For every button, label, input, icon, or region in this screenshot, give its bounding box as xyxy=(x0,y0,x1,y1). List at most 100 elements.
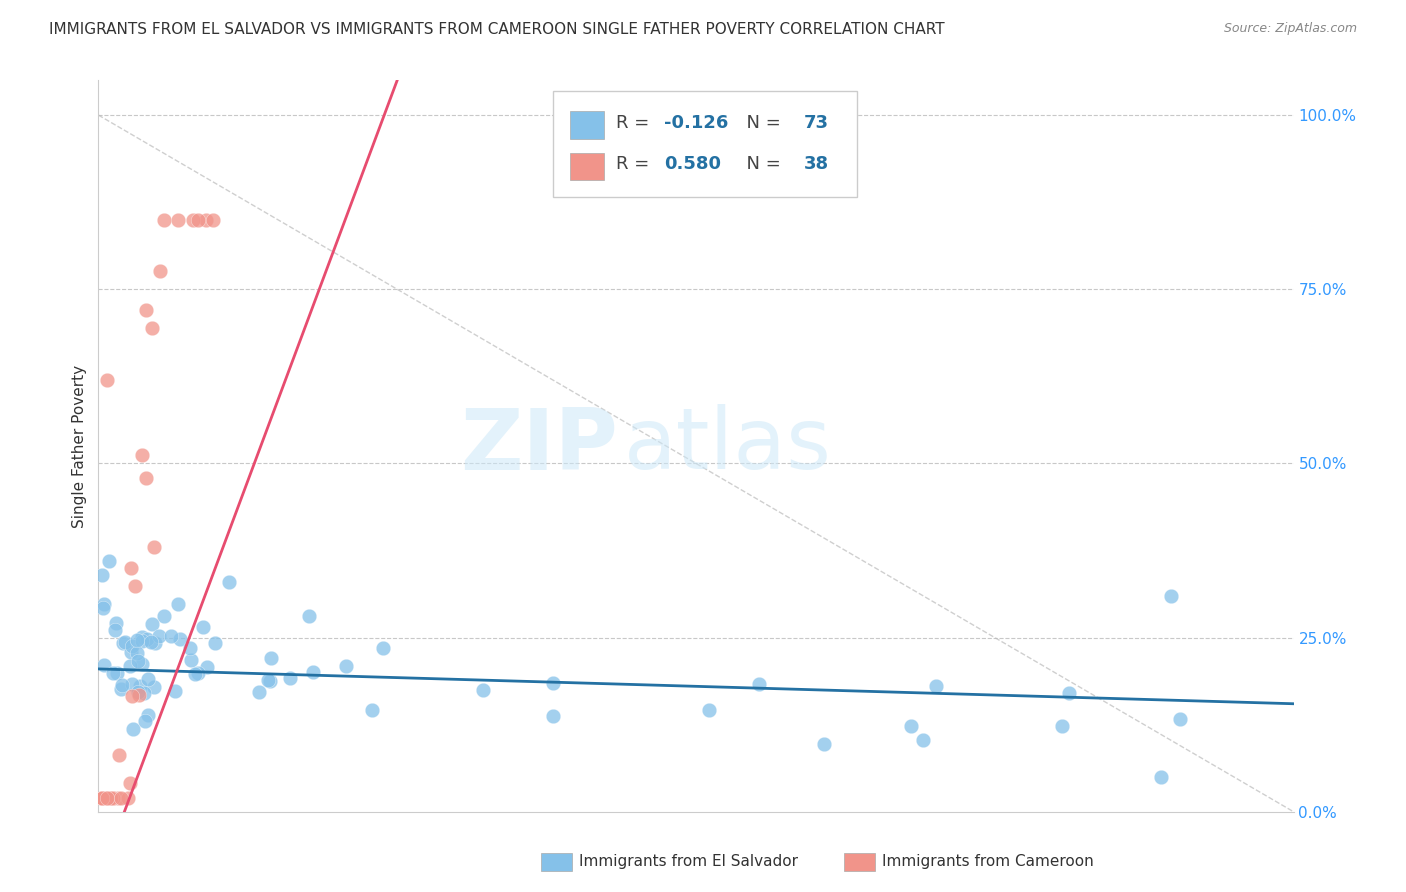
Point xyxy=(96,790,118,805)
Text: Immigrants from El Salvador: Immigrants from El Salvador xyxy=(579,855,799,869)
Point xyxy=(202,212,225,227)
Point xyxy=(118,659,141,673)
Point xyxy=(218,574,240,589)
Point xyxy=(91,601,114,615)
Point xyxy=(1052,719,1074,733)
Text: R =: R = xyxy=(616,155,655,173)
Point xyxy=(121,639,143,653)
Point xyxy=(110,790,132,805)
Text: atlas: atlas xyxy=(624,404,832,488)
Point xyxy=(131,448,153,462)
Point xyxy=(127,654,149,668)
Point xyxy=(111,636,134,650)
Point xyxy=(142,540,165,554)
Point xyxy=(91,790,114,805)
Point xyxy=(110,682,132,697)
Text: N =: N = xyxy=(735,113,787,132)
Text: Immigrants from Cameroon: Immigrants from Cameroon xyxy=(882,855,1094,869)
Point xyxy=(128,679,150,693)
Point xyxy=(184,666,207,681)
Point xyxy=(91,790,114,805)
Point xyxy=(124,579,146,593)
Point xyxy=(91,790,114,805)
Point xyxy=(117,790,139,805)
Point xyxy=(135,303,157,318)
Point xyxy=(91,567,114,582)
Point xyxy=(101,666,124,681)
Point xyxy=(91,790,114,805)
Point xyxy=(136,672,159,686)
Point xyxy=(280,671,302,685)
Point xyxy=(97,790,120,805)
Point xyxy=(91,790,114,805)
Point xyxy=(131,630,153,644)
Point xyxy=(141,320,163,334)
Point xyxy=(193,620,215,634)
Point xyxy=(135,632,157,646)
Point xyxy=(103,790,125,805)
Point xyxy=(91,790,114,805)
Point xyxy=(136,708,159,723)
Point xyxy=(132,686,155,700)
Text: 73: 73 xyxy=(804,113,828,132)
Point xyxy=(141,634,163,648)
FancyBboxPatch shape xyxy=(571,111,605,139)
Point xyxy=(135,471,157,485)
Point xyxy=(260,651,283,665)
Point xyxy=(145,636,167,650)
Point xyxy=(204,636,226,650)
Point xyxy=(259,673,281,688)
Point xyxy=(187,666,209,681)
Point xyxy=(247,685,270,699)
Point xyxy=(114,635,136,649)
Point xyxy=(257,673,280,687)
Point xyxy=(1160,589,1182,603)
Point xyxy=(101,790,124,805)
Point xyxy=(169,632,191,646)
Point xyxy=(699,703,721,717)
Point xyxy=(900,719,922,733)
Point xyxy=(96,790,118,805)
Point xyxy=(121,689,143,703)
Point xyxy=(131,633,153,648)
Point xyxy=(541,709,564,723)
Point xyxy=(195,660,218,674)
Point xyxy=(127,685,149,699)
Point xyxy=(371,640,394,655)
Point xyxy=(105,665,128,680)
Point xyxy=(361,704,384,718)
Point xyxy=(93,598,115,612)
Text: 0.580: 0.580 xyxy=(664,155,721,173)
FancyBboxPatch shape xyxy=(571,153,605,180)
Point xyxy=(187,212,209,227)
Point xyxy=(104,615,127,630)
Point xyxy=(104,623,127,637)
Point xyxy=(471,682,494,697)
Text: -0.126: -0.126 xyxy=(664,113,728,132)
Text: 38: 38 xyxy=(804,155,828,173)
Text: Source: ZipAtlas.com: Source: ZipAtlas.com xyxy=(1223,22,1357,36)
Point xyxy=(100,790,122,805)
Point xyxy=(302,665,325,680)
Point xyxy=(120,644,142,658)
Point xyxy=(153,609,176,624)
Point xyxy=(179,640,201,655)
Point xyxy=(120,775,142,789)
Point xyxy=(128,688,150,702)
FancyBboxPatch shape xyxy=(553,91,858,197)
Point xyxy=(101,790,124,805)
Point xyxy=(121,677,143,691)
Point xyxy=(142,681,165,695)
Point xyxy=(125,646,148,660)
Point xyxy=(541,676,564,690)
Point xyxy=(134,714,156,729)
Point xyxy=(148,629,170,643)
Point xyxy=(165,684,187,698)
Point xyxy=(180,653,202,667)
Point xyxy=(91,790,114,805)
Point xyxy=(748,677,770,691)
Point xyxy=(91,790,114,805)
Text: ZIP: ZIP xyxy=(461,404,619,488)
Point xyxy=(120,561,142,575)
Point xyxy=(153,212,176,227)
